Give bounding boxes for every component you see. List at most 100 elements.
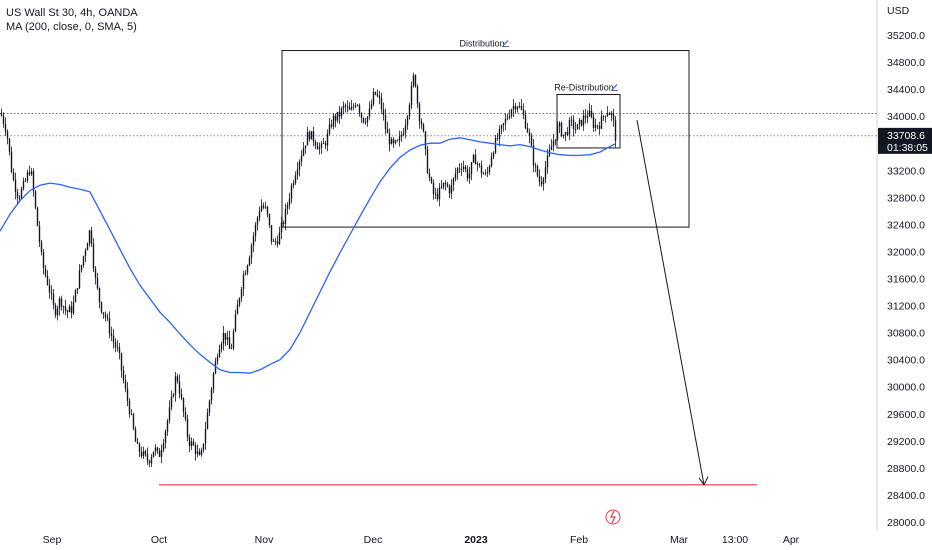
candle-body xyxy=(496,138,499,140)
candle-body xyxy=(206,412,209,429)
candle xyxy=(104,311,107,322)
candle-body xyxy=(524,114,527,129)
candle xyxy=(84,248,87,262)
candle-body xyxy=(192,441,195,446)
lightning-icon[interactable] xyxy=(605,509,621,525)
candle-body xyxy=(404,125,407,134)
candle xyxy=(66,309,69,318)
candle-body xyxy=(130,414,133,415)
candle-body xyxy=(298,161,301,170)
candle xyxy=(10,146,13,174)
candle-body xyxy=(398,136,401,141)
candle xyxy=(556,121,559,141)
candle-body xyxy=(162,443,165,450)
candle-body xyxy=(276,241,279,245)
candle xyxy=(14,172,17,200)
candle xyxy=(532,139,535,173)
candle-body xyxy=(410,85,413,106)
symbol-title[interactable]: US Wall St 30, 4h, OANDA xyxy=(6,7,138,19)
candle-body xyxy=(270,224,273,242)
candle-body xyxy=(96,277,99,288)
candle xyxy=(236,299,239,315)
candle-body xyxy=(176,376,179,382)
x-tick-label: Nov xyxy=(255,534,274,546)
candle-body xyxy=(330,124,333,127)
candle-body xyxy=(246,265,249,273)
candle xyxy=(536,164,539,178)
candle-body xyxy=(586,116,589,118)
candle-body xyxy=(26,172,29,181)
candle-body xyxy=(520,106,523,110)
candle-body xyxy=(278,232,281,245)
candle-body xyxy=(546,155,549,168)
candle xyxy=(548,144,551,158)
candle xyxy=(76,287,79,295)
candle-body xyxy=(92,243,95,269)
candle-body xyxy=(420,121,423,125)
candle-body xyxy=(458,168,461,170)
candle-body xyxy=(584,115,587,118)
re-distribution-box[interactable] xyxy=(556,94,621,149)
price-axis[interactable]: USD 28000.0 28400.0 28800.0 29200.0 29600.0 3… xyxy=(876,0,925,530)
candle-body xyxy=(364,122,367,124)
candle-body xyxy=(94,268,97,278)
candle-body xyxy=(570,119,573,121)
candle-body xyxy=(340,108,343,117)
candle-body xyxy=(70,306,73,314)
candle xyxy=(562,134,565,139)
time-axis[interactable]: Sep Oct Nov Dec 2023 Feb Mar 13:00 Apr xyxy=(43,534,800,546)
distribution-box[interactable] xyxy=(281,50,690,228)
candle-body xyxy=(562,134,565,137)
candle xyxy=(288,192,291,210)
candle xyxy=(418,102,421,129)
candle-body xyxy=(448,186,451,194)
candle-body xyxy=(378,96,381,98)
candle xyxy=(408,102,411,120)
candle-body xyxy=(292,183,295,186)
candle-body xyxy=(60,298,63,307)
candle-body xyxy=(222,333,225,344)
candle-body xyxy=(518,106,521,108)
current-price-badge xyxy=(878,127,932,154)
candle xyxy=(212,371,215,394)
candle xyxy=(242,270,245,296)
candle xyxy=(2,112,5,128)
indicator-legend[interactable]: MA (200, close, 0, SMA, 5) xyxy=(6,21,137,33)
candle-body xyxy=(610,113,613,115)
candle xyxy=(326,129,329,152)
candle xyxy=(330,119,333,129)
candle-body xyxy=(400,135,403,137)
candle-body xyxy=(374,92,377,95)
candle xyxy=(228,330,231,349)
candle-body xyxy=(286,205,289,209)
candle xyxy=(338,105,341,124)
candle xyxy=(38,220,41,248)
re-distribution-label[interactable]: Re-Distribution xyxy=(554,83,614,93)
candle xyxy=(342,101,345,115)
unit-label: USD xyxy=(887,5,910,17)
candle-body xyxy=(332,115,335,127)
candle-body xyxy=(140,452,143,457)
candle xyxy=(174,372,177,402)
candle-body xyxy=(326,133,329,146)
y-tick-label: 28400.0 xyxy=(887,490,925,502)
candle xyxy=(100,301,103,314)
candle xyxy=(252,232,255,253)
candle xyxy=(588,103,591,118)
candle xyxy=(70,301,73,319)
candle-body xyxy=(230,348,233,349)
candle xyxy=(78,264,81,290)
candle-body xyxy=(152,451,155,458)
distribution-label[interactable]: Distribution xyxy=(459,39,504,49)
candle-body xyxy=(576,124,579,130)
y-tick-label: 28000.0 xyxy=(887,517,925,529)
projection-arrow[interactable] xyxy=(636,119,709,486)
pencil-icon xyxy=(502,40,509,47)
candle xyxy=(108,311,111,339)
candle xyxy=(394,139,397,145)
candle-body xyxy=(154,447,157,452)
candle-body xyxy=(372,92,375,105)
candle xyxy=(220,341,223,353)
candle xyxy=(136,437,139,445)
